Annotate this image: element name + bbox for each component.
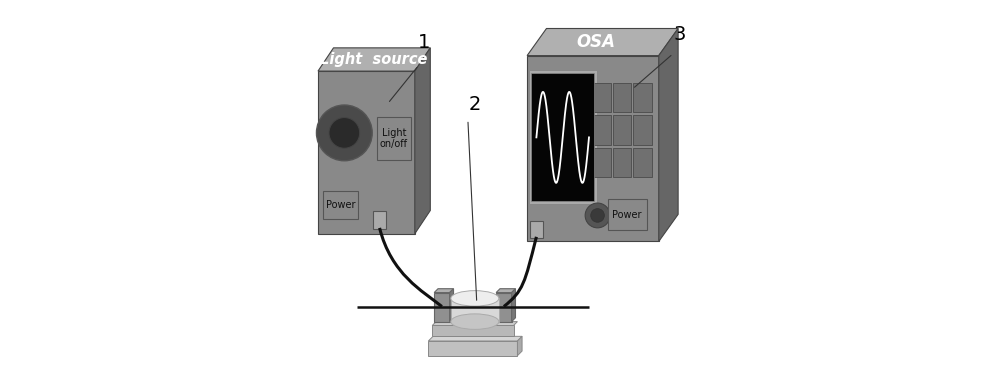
FancyBboxPatch shape bbox=[377, 117, 411, 160]
Circle shape bbox=[591, 209, 604, 222]
Polygon shape bbox=[450, 289, 454, 322]
FancyBboxPatch shape bbox=[592, 115, 611, 145]
FancyBboxPatch shape bbox=[633, 83, 652, 112]
FancyBboxPatch shape bbox=[323, 191, 358, 220]
FancyBboxPatch shape bbox=[592, 148, 611, 177]
Polygon shape bbox=[415, 48, 430, 234]
FancyBboxPatch shape bbox=[592, 83, 611, 112]
Circle shape bbox=[316, 105, 372, 161]
FancyBboxPatch shape bbox=[633, 115, 652, 145]
Polygon shape bbox=[434, 292, 450, 322]
Polygon shape bbox=[432, 322, 517, 326]
Polygon shape bbox=[451, 298, 499, 322]
Polygon shape bbox=[496, 289, 515, 292]
FancyBboxPatch shape bbox=[608, 199, 647, 230]
Polygon shape bbox=[659, 28, 678, 241]
Text: Light  source: Light source bbox=[320, 52, 428, 67]
Text: 1: 1 bbox=[418, 32, 431, 51]
Text: Light
on/off: Light on/off bbox=[380, 128, 408, 149]
Polygon shape bbox=[527, 28, 678, 56]
Polygon shape bbox=[428, 336, 522, 341]
Polygon shape bbox=[496, 292, 512, 322]
FancyBboxPatch shape bbox=[613, 83, 631, 112]
Polygon shape bbox=[428, 341, 517, 356]
Text: 2: 2 bbox=[469, 94, 481, 113]
Polygon shape bbox=[517, 336, 522, 356]
Polygon shape bbox=[527, 56, 659, 241]
Polygon shape bbox=[512, 289, 515, 322]
Text: Power: Power bbox=[326, 200, 355, 210]
Circle shape bbox=[329, 117, 360, 148]
FancyBboxPatch shape bbox=[529, 70, 597, 204]
Ellipse shape bbox=[451, 291, 499, 306]
FancyBboxPatch shape bbox=[633, 148, 652, 177]
Text: Power: Power bbox=[612, 209, 642, 220]
Circle shape bbox=[585, 203, 610, 228]
FancyBboxPatch shape bbox=[613, 115, 631, 145]
Text: OSA: OSA bbox=[577, 33, 616, 51]
Text: 3: 3 bbox=[674, 25, 686, 44]
Polygon shape bbox=[432, 326, 514, 336]
Polygon shape bbox=[318, 48, 430, 71]
FancyBboxPatch shape bbox=[373, 211, 386, 229]
FancyBboxPatch shape bbox=[531, 73, 594, 201]
FancyBboxPatch shape bbox=[613, 148, 631, 177]
Ellipse shape bbox=[451, 314, 499, 330]
Polygon shape bbox=[434, 289, 454, 292]
FancyBboxPatch shape bbox=[530, 221, 543, 238]
Polygon shape bbox=[318, 71, 415, 234]
